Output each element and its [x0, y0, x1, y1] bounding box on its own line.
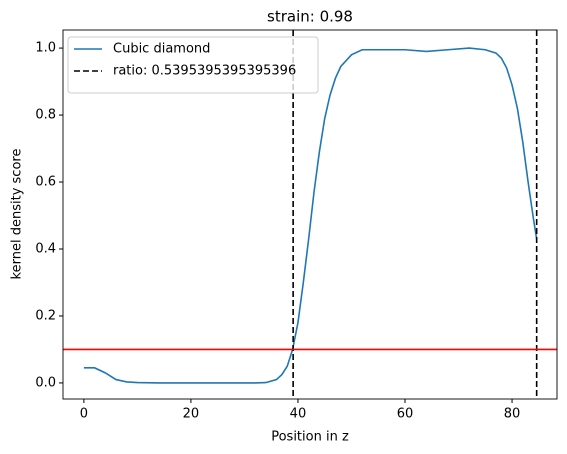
legend-box	[67, 36, 319, 94]
plot-frame	[62, 29, 558, 400]
data-line	[83, 47, 538, 384]
chart-title: strain: 0.98	[267, 8, 353, 26]
x-tick-label: 40	[290, 407, 307, 422]
y-tick-label: 0.4	[35, 241, 56, 256]
y-tick-label: 0.0	[35, 375, 56, 390]
y-tick-label: 0.6	[35, 175, 56, 190]
x-tick-label: 60	[397, 407, 414, 422]
y-tick-label: 0.2	[35, 308, 56, 323]
y-axis-label: kernel density score	[10, 149, 25, 280]
y-tick-label: 0.8	[35, 108, 56, 123]
x-tick-label: 80	[504, 407, 521, 422]
x-tick-label: 0	[80, 407, 88, 422]
legend-label: Cubic diamond	[113, 42, 210, 57]
y-tick-label: 1.0	[35, 41, 56, 56]
x-axis-label: Position in z	[271, 430, 349, 445]
x-tick-label: 20	[183, 407, 200, 422]
legend-label: ratio: 0.5395395395395396	[113, 64, 296, 79]
